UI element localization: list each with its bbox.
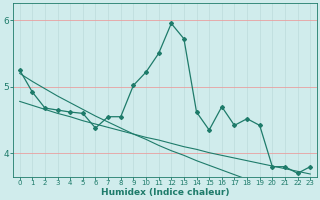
X-axis label: Humidex (Indice chaleur): Humidex (Indice chaleur): [101, 188, 229, 197]
